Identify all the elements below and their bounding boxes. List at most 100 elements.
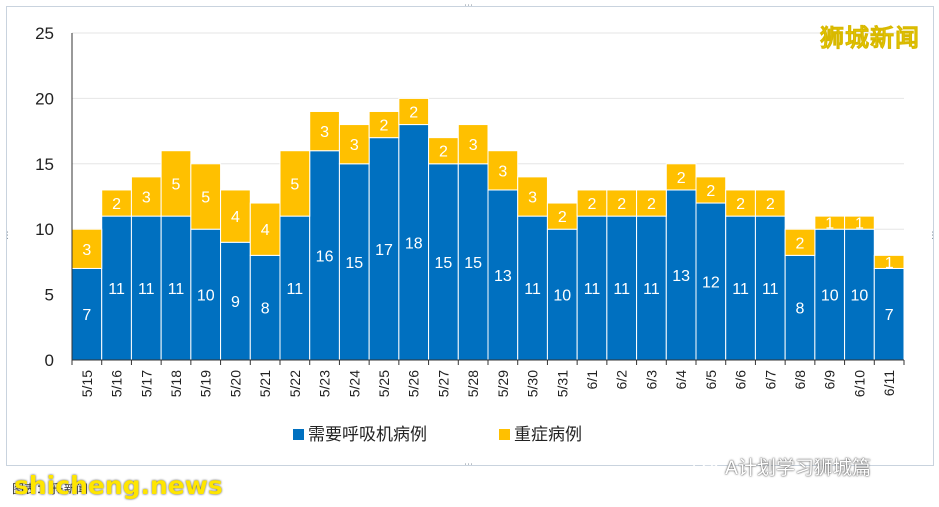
bar-data-label: 3: [82, 242, 91, 259]
x-tick-label: 5/15: [79, 370, 95, 397]
chart-frame: ⋯ ⋮ ⋮ ⋯: [3, 2, 937, 470]
bar-data-label: 13: [672, 268, 690, 285]
bar-data-label: 3: [142, 190, 151, 207]
x-tick-label: 5/30: [525, 370, 541, 397]
brand-watermark: 狮城新闻: [820, 24, 920, 53]
bar-data-label: 10: [851, 288, 869, 305]
bar-data-label: 5: [201, 190, 210, 207]
top-resize-handle[interactable]: ⋯: [464, 1, 473, 11]
severe-bar: [398, 97, 430, 126]
bar-data-label: 10: [197, 288, 215, 305]
site-watermark: shicheng.news: [14, 471, 223, 500]
bar-data-label: 2: [736, 196, 745, 213]
severe-bar: [487, 150, 519, 191]
ventilator-bar: [873, 267, 905, 361]
x-tick-label: 5/25: [376, 370, 392, 397]
x-tick-label: 5/29: [495, 370, 511, 397]
y-tick-label: 5: [45, 286, 54, 305]
bar-data-label: 13: [494, 268, 512, 285]
x-tick-label: 5/26: [406, 370, 422, 397]
severe-bar: [368, 110, 400, 139]
chart-source-label: 图表：乐·新闻: [12, 482, 88, 496]
severe-bar: [71, 228, 103, 269]
bar-data-label: 3: [528, 190, 537, 207]
bar-data-label: 11: [584, 281, 601, 298]
x-tick-label: 5/23: [317, 370, 333, 397]
bottom-resize-handle[interactable]: ⋯: [464, 460, 473, 470]
x-tick-label: 5/28: [465, 370, 481, 397]
right-resize-handle[interactable]: ⋮: [928, 231, 937, 241]
x-tick-label: 6/1: [584, 370, 600, 390]
bar-data-label: 3: [320, 124, 329, 141]
severe-bar: [844, 215, 875, 230]
left-resize-handle[interactable]: ⋮: [3, 231, 12, 241]
x-tick-label: 6/8: [792, 370, 808, 390]
bar-data-label: 2: [588, 196, 597, 213]
bar-data-label: 3: [498, 163, 507, 180]
bar-data-label: 4: [231, 209, 240, 226]
bar-data-label: 15: [435, 255, 453, 272]
severe-bar: [220, 189, 251, 243]
bar-data-label: 5: [290, 176, 299, 193]
severe-bar: [546, 202, 578, 230]
ventilator-bar: [844, 228, 875, 361]
ventilator-bar: [784, 254, 816, 361]
bar-data-label: 11: [643, 281, 660, 298]
severe-bar: [873, 254, 905, 269]
bar-data-label: 1: [885, 255, 894, 272]
legend-swatch: [499, 429, 510, 440]
bar-data-label: 17: [375, 242, 393, 259]
bar-data-label: 18: [405, 235, 423, 252]
bar-data-label: 11: [287, 281, 304, 298]
bar-data-label: 10: [553, 288, 571, 305]
severe-bar: [160, 150, 192, 217]
x-tick-label: 5/27: [435, 370, 451, 397]
bar-data-label: 3: [350, 137, 359, 154]
x-tick-label: 5/21: [257, 370, 273, 397]
bar-data-label: 11: [108, 281, 125, 298]
bar-data-label: 11: [613, 281, 630, 298]
legend-label: 需要呼吸机病例: [308, 425, 427, 445]
bar-data-label: 16: [316, 248, 334, 265]
bar-data-label: 2: [677, 170, 686, 187]
x-tick-label: 5/16: [109, 370, 125, 397]
x-tick-label: 6/9: [822, 370, 838, 390]
bar-data-label: 2: [796, 235, 805, 252]
wechat-account-label: A计划学习狮城篇: [693, 453, 871, 479]
bar-data-label: 11: [524, 281, 541, 298]
severe-bar: [725, 189, 756, 217]
bar-data-label: 2: [647, 196, 656, 213]
y-tick-label: 25: [35, 24, 54, 43]
bar-data-label: 4: [261, 222, 270, 239]
bar-data-label: 1: [825, 216, 834, 233]
wechat-label-text: A计划学习狮城篇: [725, 456, 871, 479]
y-tick-label: 10: [35, 220, 54, 239]
ventilator-bar: [368, 137, 400, 361]
bar-data-label: 7: [82, 307, 91, 324]
bar-data-label: 5: [172, 176, 181, 193]
x-tick-label: 5/31: [554, 370, 570, 397]
x-tick-label: 6/5: [703, 370, 719, 390]
bar-data-label: 2: [409, 104, 418, 121]
x-tick-label: 6/6: [733, 370, 749, 390]
y-tick-label: 15: [35, 155, 54, 174]
ventilator-bar: [546, 228, 578, 361]
ventilator-bar: [101, 215, 132, 361]
severe-bar: [517, 176, 548, 217]
wechat-icon: [693, 456, 719, 476]
severe-bar: [249, 202, 281, 256]
legend-swatch: [293, 429, 304, 440]
ventilator-bar: [725, 215, 756, 361]
severe-bar: [754, 189, 786, 217]
x-tick-label: 5/20: [227, 370, 243, 397]
severe-bar: [606, 189, 638, 217]
bar-data-label: 2: [766, 196, 775, 213]
bar-data-label: 7: [885, 307, 894, 324]
bar-data-label: 8: [261, 301, 270, 318]
severe-bar: [190, 163, 222, 230]
bar-data-label: 11: [168, 281, 185, 298]
x-tick-label: 5/24: [346, 370, 362, 397]
x-tick-label: 6/2: [614, 370, 630, 390]
y-tick-label: 0: [45, 351, 54, 370]
